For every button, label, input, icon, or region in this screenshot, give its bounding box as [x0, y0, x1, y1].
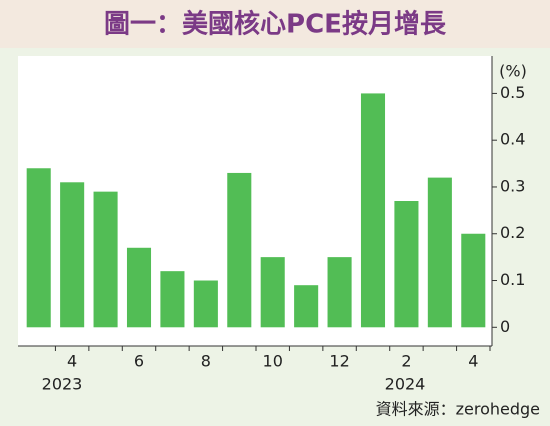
plot-area	[18, 56, 492, 346]
bar	[360, 93, 386, 328]
year-label: 2023	[42, 375, 83, 394]
bar	[327, 257, 352, 328]
year-label: 2024	[385, 375, 426, 394]
y-tick-label: 0.4	[500, 130, 525, 149]
bar	[160, 271, 185, 328]
bar	[394, 201, 419, 328]
x-tick-label: 4	[468, 352, 478, 371]
y-tick-label: 0.3	[500, 176, 525, 195]
bar	[294, 285, 319, 328]
bar	[193, 280, 218, 328]
x-tick-label: 8	[201, 352, 211, 371]
bar	[26, 168, 51, 328]
x-tick-label: 6	[134, 352, 144, 371]
source: 資料來源：zerohedge	[376, 400, 540, 419]
x-tick-label: 12	[329, 352, 349, 371]
x-tick-label: 2	[401, 352, 411, 371]
title-band	[0, 0, 550, 48]
unit-label: (%)	[499, 62, 527, 81]
y-tick-label: 0.5	[500, 83, 525, 102]
bar	[126, 247, 152, 328]
x-tick-label: 4	[67, 352, 77, 371]
bar	[60, 182, 85, 328]
bar	[427, 177, 452, 328]
bar	[260, 257, 285, 328]
y-tick-label: 0.1	[500, 270, 525, 289]
x-tick-label: 10	[263, 352, 283, 371]
bar	[461, 233, 486, 328]
y-tick-label: 0.2	[500, 223, 525, 242]
bar	[227, 172, 252, 328]
chart-title: 圖一：美國核心PCE按月增長	[104, 9, 447, 40]
bar	[93, 191, 118, 328]
y-tick-label: 0	[500, 317, 510, 336]
